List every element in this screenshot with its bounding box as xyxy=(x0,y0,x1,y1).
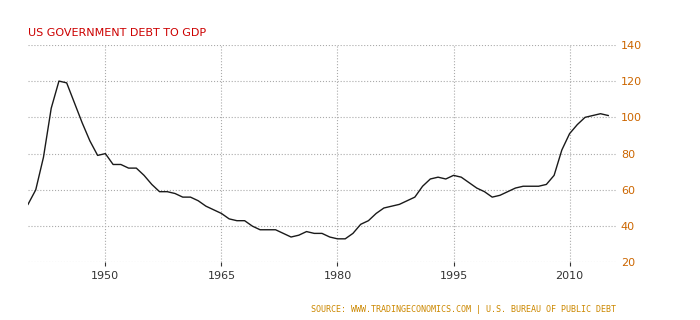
Text: SOURCE: WWW.TRADINGECONOMICS.COM | U.S. BUREAU OF PUBLIC DEBT: SOURCE: WWW.TRADINGECONOMICS.COM | U.S. … xyxy=(311,305,616,314)
Text: US GOVERNMENT DEBT TO GDP: US GOVERNMENT DEBT TO GDP xyxy=(28,28,206,38)
